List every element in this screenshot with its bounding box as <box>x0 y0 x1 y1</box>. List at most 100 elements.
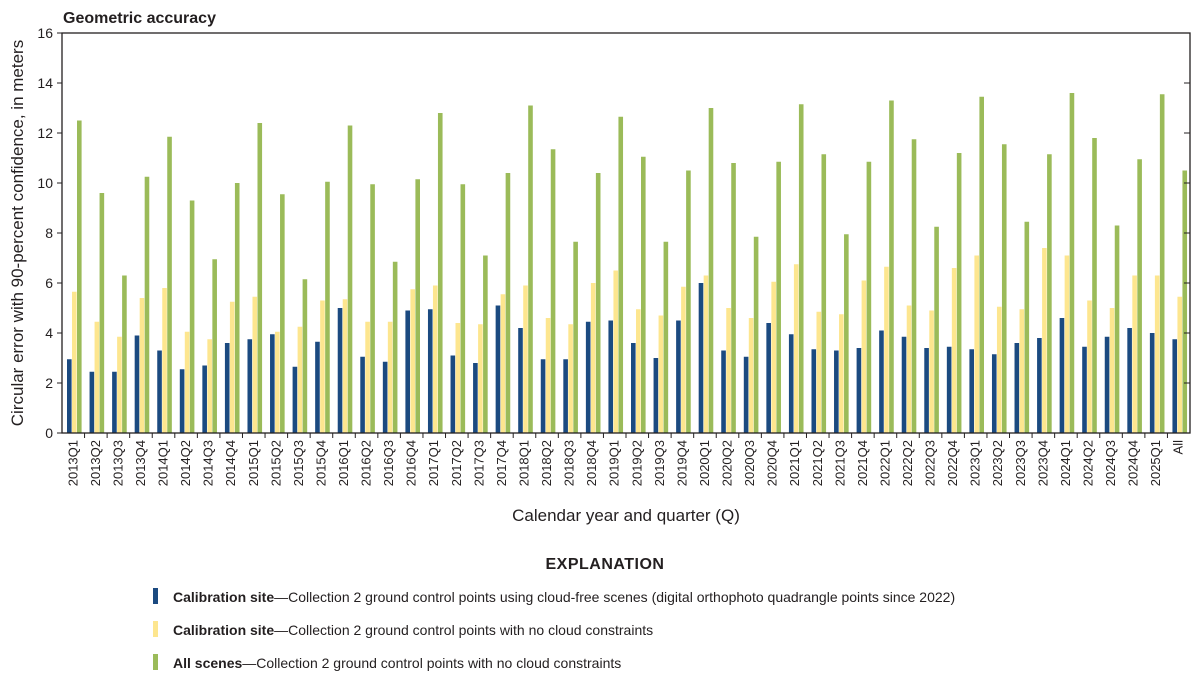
bar-series1-2013Q1 <box>67 359 72 433</box>
x-tick-label: 2018Q3 <box>562 440 577 486</box>
bar-series3-2013Q2 <box>99 193 105 433</box>
bar-series1-2023Q1 <box>969 349 974 433</box>
bar-series2-2018Q2 <box>545 318 551 433</box>
x-tick-label: 2013Q1 <box>65 440 80 486</box>
bar-series3-2014Q1 <box>167 136 172 433</box>
x-tick-label: 2021Q1 <box>787 440 802 486</box>
y-tick-label: 8 <box>45 225 53 241</box>
bar-series1-2017Q4 <box>495 305 501 433</box>
bar-series2-2013Q1 <box>72 291 77 433</box>
bar-series2-2023Q1 <box>974 255 979 433</box>
bar-series1-2024Q4 <box>1127 328 1132 433</box>
y-tick-label: 0 <box>45 425 53 441</box>
y-tick-label: 12 <box>37 125 53 141</box>
x-tick-label: 2015Q3 <box>291 440 306 486</box>
bar-series3-2020Q3 <box>753 236 759 433</box>
bar-series2-2019Q1 <box>613 270 619 433</box>
x-tick-label: 2023Q4 <box>1035 440 1050 486</box>
x-tick-label: 2022Q1 <box>877 440 892 486</box>
x-tick-label: 2019Q3 <box>652 440 667 486</box>
legend-title: EXPLANATION <box>546 556 665 573</box>
bar-series1-2021Q1 <box>788 334 794 433</box>
bar-series1-2017Q3 <box>473 363 478 433</box>
x-tick-label: 2019Q2 <box>629 440 644 486</box>
x-axis: 2013Q1 2013Q2 2013Q3 2013Q4 2014Q1 2014Q2 2014… <box>65 433 1186 486</box>
bar-series3-2021Q3 <box>844 234 849 433</box>
bar-series3-2022Q2 <box>911 139 917 433</box>
bar-series1-2022Q3 <box>924 348 929 433</box>
y-tick-label: 2 <box>45 375 53 391</box>
bar-series1-2017Q1 <box>427 309 433 433</box>
bar-series3-2019Q4 <box>686 170 691 433</box>
bar-series2-2017Q3 <box>478 324 483 433</box>
bar-series3-2015Q4 <box>325 181 330 433</box>
x-tick-label: 2015Q1 <box>246 440 261 486</box>
bar-series2-2019Q3 <box>658 315 664 433</box>
bar-series2-2020Q3 <box>748 318 754 433</box>
bar-series2-2016Q3 <box>387 321 393 433</box>
x-tick-label: 2013Q4 <box>133 440 148 486</box>
bar-series2-2024Q3 <box>1109 308 1115 433</box>
bar-series3-2013Q1 <box>77 120 82 433</box>
bar-series3-2014Q2 <box>189 200 195 433</box>
bar-series1-2013Q2 <box>89 371 95 433</box>
bar-series1-2014Q4 <box>224 343 230 433</box>
legend-swatch-3 <box>153 654 158 670</box>
bar-series1-2022Q4 <box>946 346 952 433</box>
bar-series2-2014Q3 <box>207 339 212 433</box>
legend-item-bold: Calibration site <box>173 589 274 605</box>
y-tick-label: 4 <box>45 325 53 341</box>
bar-series1-2025Q1 <box>1149 333 1155 433</box>
bar-series3-2021Q1 <box>798 104 804 433</box>
y-axis: 0 2 4 6 8 10 12 14 16 <box>37 25 1190 441</box>
bar-series2-2016Q4 <box>410 289 415 433</box>
bar-series3-2024Q2 <box>1092 138 1097 433</box>
bar-series1-2015Q3 <box>292 366 298 433</box>
bar-series1-2015Q4 <box>315 341 320 433</box>
bar-series1-2022Q1 <box>879 330 884 433</box>
bar-series1-2019Q2 <box>631 343 636 433</box>
bar-series2-2014Q1 <box>162 288 167 433</box>
x-tick-label: All <box>1171 440 1186 455</box>
bar-series1-2023Q2 <box>991 354 997 433</box>
bar-series1-2023Q4 <box>1037 338 1042 433</box>
bar-series2-2013Q2 <box>94 321 100 433</box>
x-tick-label: 2024Q3 <box>1103 440 1118 486</box>
bar-series1-2016Q3 <box>382 361 388 433</box>
bar-series3-2017Q3 <box>483 255 488 433</box>
x-tick-label: 2016Q2 <box>359 440 374 486</box>
legend-item-bold: All scenes <box>173 655 242 671</box>
bar-series2-2014Q2 <box>184 331 190 433</box>
bar-series1-2024Q2 <box>1082 346 1087 433</box>
bar-series3-2014Q4 <box>234 183 240 433</box>
bar-series2-2019Q2 <box>636 309 641 433</box>
x-tick-label: 2020Q2 <box>720 440 735 486</box>
bar-series3-2018Q4 <box>595 173 601 433</box>
bar-series3-2019Q2 <box>641 156 646 433</box>
bar-series1-2021Q4 <box>856 348 862 433</box>
bar-series3-2016Q2 <box>370 184 375 433</box>
x-tick-label: 2020Q1 <box>697 440 712 486</box>
legend-item-3: All scenes—Collection 2 ground control p… <box>173 655 621 671</box>
bar-series1-All <box>1172 339 1178 433</box>
bar-series2-2016Q2 <box>365 321 370 433</box>
bar-series3-2020Q1 <box>708 108 714 433</box>
bar-series2-2014Q4 <box>229 301 235 433</box>
bar-series3-2024Q4 <box>1137 159 1142 433</box>
bar-series3-2023Q3 <box>1024 221 1030 433</box>
x-tick-label: 2017Q3 <box>471 440 486 486</box>
bar-series1-2018Q2 <box>540 359 546 433</box>
bar-series3-2022Q4 <box>956 153 962 433</box>
x-tick-label: 2016Q3 <box>381 440 396 486</box>
bar-series2-2018Q3 <box>568 324 573 433</box>
bar-series1-2020Q2 <box>721 350 726 433</box>
bar-series2-2021Q2 <box>816 311 822 433</box>
bar-series1-2016Q4 <box>405 310 410 433</box>
bar-series1-2016Q2 <box>360 356 365 433</box>
bar-series2-2023Q2 <box>996 306 1002 433</box>
bar-series2-2022Q2 <box>906 305 912 433</box>
bar-series3-2019Q3 <box>663 241 669 433</box>
bar-series2-2015Q1 <box>252 296 258 433</box>
bar-series2-All <box>1177 296 1183 433</box>
